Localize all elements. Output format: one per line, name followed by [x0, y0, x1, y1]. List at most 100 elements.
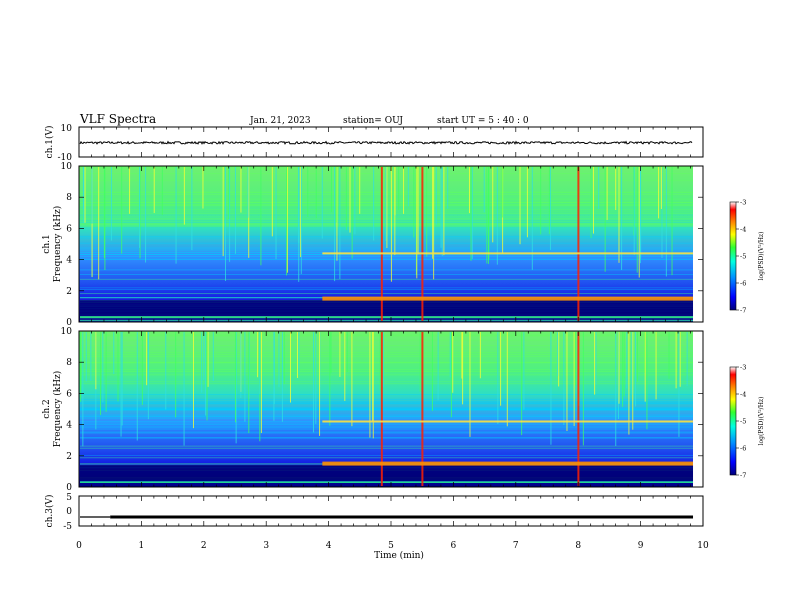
spectrogram-strong-spike [421, 332, 424, 486]
spectrogram-band-texture [80, 457, 694, 459]
spectrogram-sferic [638, 167, 640, 278]
spectrogram-band-texture [80, 403, 694, 405]
spectrogram-band-texture [80, 417, 694, 419]
spectrogram-sferic [117, 332, 119, 402]
spectrogram-sferic [85, 332, 87, 382]
time-tick-label: 2 [201, 541, 207, 551]
spectrogram-sferic [315, 332, 317, 424]
spectrogram-sferic [321, 167, 323, 239]
time-axis-label: Time (min) [374, 550, 424, 561]
spectrogram-band-texture [80, 353, 694, 355]
ch3-ytick-top: 5 [66, 493, 72, 503]
spectrogram-sferic [260, 167, 262, 266]
ch2-colorbar-ticks: -3 -4 -5 -6 -7 [736, 364, 746, 480]
spectrogram-sferic [433, 167, 435, 280]
spectrogram-sferic [296, 332, 298, 378]
spectrogram-low-band [80, 465, 694, 481]
time-tick-label: 6 [451, 541, 457, 551]
spectrogram-sferic [228, 167, 230, 219]
spectrogram-sferic [637, 332, 639, 382]
spectrogram-band-texture [80, 278, 694, 280]
spectrogram-sferic [300, 167, 302, 274]
ch1-waveform-trace [79, 140, 693, 145]
spectrogram-sferic [183, 167, 185, 225]
spectrogram-sferic [287, 167, 289, 273]
spectrogram-sferic [299, 167, 301, 258]
spectrogram-sferic [658, 167, 660, 219]
spectrogram-sferic [260, 332, 262, 433]
spectrogram-band-texture [80, 401, 694, 403]
spectrogram-sferic [369, 332, 371, 438]
spectrogram-sferic [234, 167, 236, 254]
time-axis-ticks [78, 127, 704, 526]
spectrogram-sferic [82, 332, 84, 447]
spectrogram-sferic [631, 332, 633, 395]
spectrogram-sferic [120, 332, 122, 437]
spectrogram-sferic [679, 332, 681, 387]
spectrogram-sferic [470, 167, 472, 261]
spectrogram-sferic [192, 332, 194, 429]
frequency-tick-label: 2 [66, 452, 72, 462]
spectrogram-sferic [244, 332, 246, 422]
spectrogram-band-texture [80, 437, 694, 439]
spectrogram-sferic [103, 167, 105, 259]
spectrogram-band-texture [80, 315, 694, 317]
spectrogram-band-texture [80, 334, 694, 336]
spectrogram-band-texture [80, 454, 694, 456]
spectrogram-sferic [519, 167, 521, 245]
spectrogram-band-texture [80, 408, 694, 409]
spectrogram-sferic [563, 332, 565, 426]
spectrogram-sferic [623, 332, 625, 397]
spectrogram-band-texture [80, 402, 694, 403]
spectrogram-strong-spike [421, 167, 424, 321]
spectrogram-sferic [394, 167, 396, 256]
time-tick-label: 7 [513, 541, 519, 551]
spectrogram-sferic [437, 332, 439, 401]
frequency-tick-label: 10 [61, 162, 73, 172]
frequency-tick-label: 8 [66, 358, 72, 368]
spectrogram-sferic [79, 332, 81, 398]
colorbar-tick-label: -6 [740, 445, 746, 453]
spectrogram-sferic [548, 167, 550, 235]
spectrogram-sferic [500, 332, 502, 406]
spectrogram-sferic [98, 167, 100, 280]
spectrogram-sferic [102, 332, 104, 403]
colorbar-tick-label: -5 [740, 253, 746, 261]
spectrogram-signal-band [322, 252, 694, 255]
colorbar-tick-label: -3 [740, 199, 746, 207]
spectrogram-sferic [660, 167, 662, 210]
spectrogram-sferic [359, 167, 361, 214]
spectrogram-sferic [450, 332, 452, 418]
header-start-time: start UT = 5 : 40 : 0 [437, 116, 529, 126]
spectrogram-sferic [598, 167, 600, 209]
spectrogram-band-texture [80, 269, 694, 271]
ch3-trace-ylabel: ch.3(V) [44, 495, 55, 528]
header-date: Jan. 21, 2023 [249, 116, 311, 126]
frequency-tick-label: 8 [66, 193, 72, 203]
header-station: station= OUJ [343, 116, 403, 126]
spectrogram-sferic [330, 167, 332, 213]
spectrogram-sferic [594, 332, 596, 395]
spectrogram-sferic [283, 332, 285, 384]
spectrogram-sferic [201, 332, 203, 393]
spectrogram-sferic [257, 332, 259, 378]
spectrogram-signal-band [322, 296, 694, 301]
spectrogram-sferic [240, 332, 242, 398]
ch2-spectrogram-ylabel-frequency: Frequency (kHz) [52, 371, 63, 448]
spectrogram-sferic [413, 167, 415, 238]
spectrogram-sferic [574, 332, 576, 386]
ch2-colorbar-label: log(PSD)(V²/Hz) [758, 397, 765, 446]
spectrogram-sferic [259, 332, 261, 395]
ch1-colorbar-scale [729, 201, 737, 311]
spectrogram-sferic [82, 167, 84, 210]
spectrogram-sferic [289, 332, 291, 403]
spectrogram-sferic [351, 167, 353, 259]
spectrogram-band-texture [80, 407, 694, 408]
spectrogram-band-texture [80, 394, 694, 396]
spectrogram-sferic [590, 167, 592, 239]
spectrogram-band-texture [80, 409, 694, 410]
spectrogram-sferic [248, 332, 250, 434]
spectrogram-sferic [113, 332, 115, 375]
spectrogram-sferic [595, 332, 597, 385]
spectrogram-sferic [636, 167, 638, 273]
